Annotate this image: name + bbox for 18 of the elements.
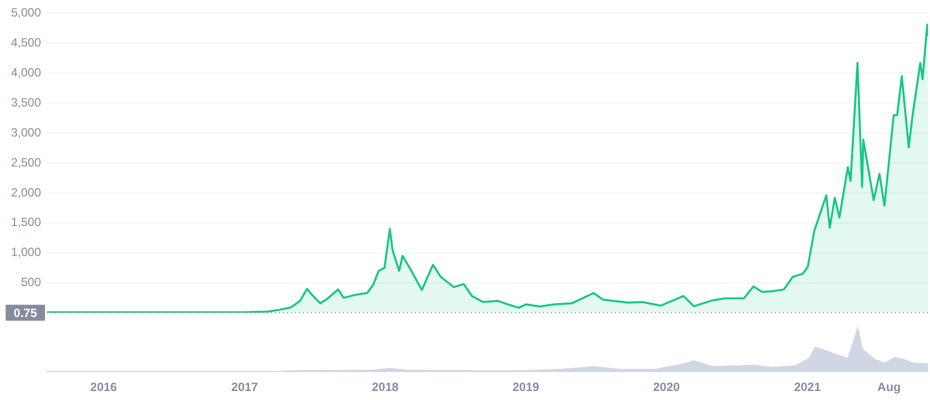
- y-tick-label: 4,000: [10, 65, 42, 80]
- x-tick-label: 2018: [372, 380, 399, 394]
- x-tick-label: 2019: [512, 380, 540, 394]
- y-tick-label: 3,500: [10, 95, 42, 110]
- y-tick-label: 2,000: [10, 185, 42, 200]
- x-tick-label: 2017: [231, 380, 258, 394]
- y-tick-label: 3,000: [10, 125, 42, 140]
- y-tick-label: 2,500: [10, 155, 42, 170]
- x-tick-label: Aug: [877, 380, 901, 394]
- y-tick-label: 1,500: [10, 215, 42, 230]
- x-tick-label: 2021: [794, 380, 822, 394]
- x-tick-label: 2020: [653, 380, 680, 394]
- x-tick-label: 2016: [90, 380, 118, 394]
- y-tick-label: 5,000: [10, 6, 42, 20]
- ref-line-label: 0.75: [14, 306, 38, 320]
- y-tick-label: 500: [20, 275, 42, 290]
- y-tick-label: 1,000: [10, 245, 42, 260]
- y-tick-label: 4,500: [10, 35, 42, 50]
